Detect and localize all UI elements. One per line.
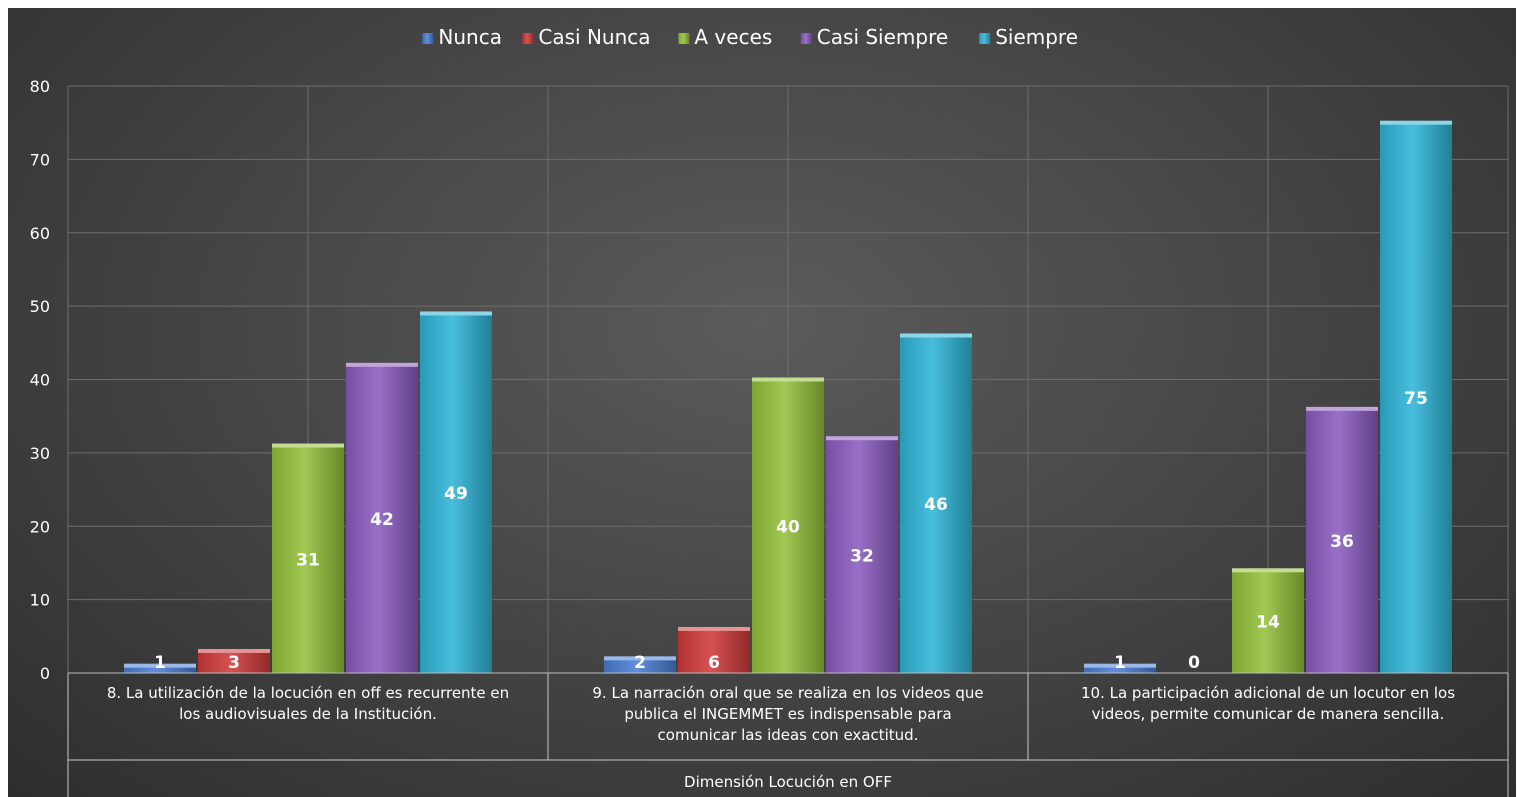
y-tick-label: 40 xyxy=(30,371,50,390)
legend-label: Casi Siempre xyxy=(817,25,948,49)
y-tick-label: 0 xyxy=(40,664,50,683)
bar-a-veces xyxy=(752,379,824,673)
bar-nunca xyxy=(124,665,196,673)
bar-a-veces xyxy=(1232,570,1304,673)
data-label: 31 xyxy=(296,550,320,570)
category-label: 10. La participación adicional de un loc… xyxy=(1081,684,1455,723)
bar-cap xyxy=(272,443,344,448)
data-label: 3 xyxy=(228,653,240,673)
category-label: 8. La utilización de la locución en off … xyxy=(107,684,509,723)
data-label: 1 xyxy=(1114,653,1126,673)
legend-item-nunca: Nunca xyxy=(422,25,502,49)
legend-label: Siempre xyxy=(995,25,1078,49)
data-label: 1 xyxy=(154,653,166,673)
bar-cap xyxy=(1306,406,1378,411)
y-tick-label: 30 xyxy=(30,444,50,463)
x-axis-title: Dimensión Locución en OFF xyxy=(684,773,892,791)
bar-casi-siempre xyxy=(346,364,418,673)
bar-cap xyxy=(1380,120,1452,125)
bar-casi-siempre xyxy=(826,438,898,673)
legend-item-a-veces: A veces xyxy=(678,25,772,49)
bar-cap xyxy=(198,648,270,653)
bar-nunca xyxy=(604,658,676,673)
bar-a-veces xyxy=(272,445,344,673)
chart-area: 0 10 20 30 40 50 60 70 80 1 3 31 42 49 2 6 40 32 46 1 0 14 36 7… xyxy=(8,8,1516,797)
bar-siempre xyxy=(420,313,492,673)
bar-cap xyxy=(1084,663,1156,668)
data-label: 49 xyxy=(444,484,468,504)
legend-swatch xyxy=(678,33,690,44)
data-label: 32 xyxy=(850,547,874,567)
legend-label: Nunca xyxy=(438,25,502,49)
bar-cap xyxy=(752,377,824,382)
data-label: 14 xyxy=(1256,613,1280,633)
bar-casi-siempre xyxy=(1306,408,1378,673)
y-tick-label: 80 xyxy=(30,77,50,96)
legend-item-siempre: Siempre xyxy=(979,25,1078,49)
bar-cap xyxy=(604,656,676,661)
y-tick-label: 10 xyxy=(30,591,50,610)
legend-swatch xyxy=(422,33,434,44)
bar-cap xyxy=(346,362,418,367)
data-label: 46 xyxy=(924,495,948,515)
bar-casi-nunca xyxy=(678,628,750,673)
data-label: 36 xyxy=(1330,532,1354,552)
y-tick-label: 20 xyxy=(30,517,50,536)
y-tick-label: 70 xyxy=(30,150,50,169)
legend-swatch xyxy=(522,33,534,44)
bar-cap xyxy=(900,333,972,338)
data-label: 0 xyxy=(1188,653,1200,673)
bar-nunca xyxy=(1084,665,1156,673)
legend-swatch xyxy=(979,33,991,44)
legend-swatch xyxy=(800,33,812,44)
bar-cap xyxy=(1232,568,1304,573)
y-tick-label: 50 xyxy=(30,297,50,316)
category-label: 9. La narración oral que se realiza en l… xyxy=(592,684,983,744)
data-label: 75 xyxy=(1404,389,1428,409)
bar-cap xyxy=(420,311,492,316)
bar-cap xyxy=(826,436,898,441)
data-label: 40 xyxy=(776,517,800,537)
data-label: 42 xyxy=(370,510,394,530)
legend-item-casi-nunca: Casi Nunca xyxy=(522,25,651,49)
bar-cap xyxy=(124,663,196,668)
bar-casi-nunca xyxy=(198,650,270,673)
data-label: 2 xyxy=(634,653,646,673)
bar-cap xyxy=(678,626,750,631)
bar-siempre xyxy=(1380,122,1452,673)
data-label: 6 xyxy=(708,653,720,673)
legend-label: A veces xyxy=(694,25,772,49)
legend-label: Casi Nunca xyxy=(538,25,650,49)
legend-item-casi-siempre: Casi Siempre xyxy=(800,25,948,49)
y-tick-label: 60 xyxy=(30,224,50,243)
bar-siempre xyxy=(900,335,972,673)
